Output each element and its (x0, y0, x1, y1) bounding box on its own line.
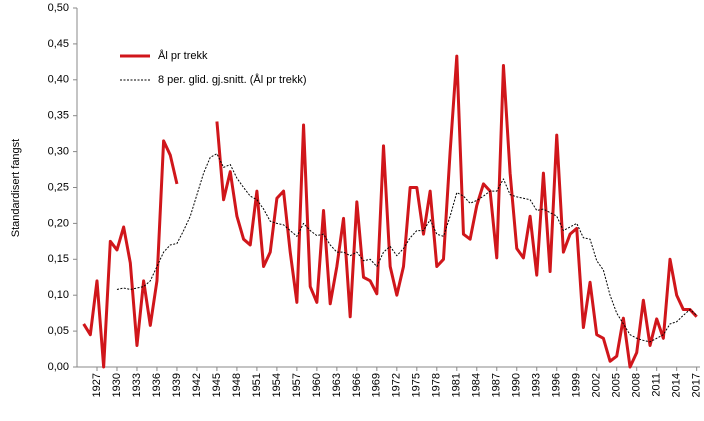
x-tick-label: 2011 (651, 373, 663, 397)
x-tick-label: 1927 (91, 373, 103, 397)
data-line (116, 153, 697, 343)
x-tick-label: 1981 (451, 373, 463, 397)
x-tick-label: 1936 (151, 373, 163, 397)
legend-label: 8 per. glid. gj.snitt. (Ål pr trekk) (158, 73, 307, 86)
y-tick-label: 0,00 (48, 361, 69, 373)
x-tick-label: 2017 (691, 373, 703, 397)
x-tick-label: 1996 (551, 373, 563, 397)
x-tick-label: 1978 (431, 373, 443, 397)
x-tick-label: 1942 (191, 373, 203, 397)
y-axis-label: Standardisert fangst (10, 139, 22, 237)
y-tick-label: 0,50 (48, 2, 69, 14)
x-tick-label: 1948 (231, 373, 243, 397)
x-tick-label: 1990 (511, 373, 523, 397)
y-tick-label: 0,35 (48, 110, 69, 122)
y-tick-label: 0,30 (48, 146, 69, 158)
x-tick-label: 1954 (271, 373, 283, 397)
y-tick-label: 0,05 (48, 325, 69, 337)
y-tick-label: 0,10 (48, 289, 69, 301)
x-tick-label: 2005 (611, 373, 623, 397)
x-tick-label: 1939 (171, 373, 183, 397)
x-tick-label: 1963 (331, 373, 343, 397)
x-tick-label: 1984 (471, 373, 483, 397)
x-tick-label: 1999 (571, 373, 583, 397)
y-tick-label: 0,25 (48, 181, 69, 193)
x-tick-label: 1945 (211, 373, 223, 397)
x-tick-label: 1960 (311, 373, 323, 397)
x-tick-label: 1966 (351, 373, 363, 397)
y-tick-label: 0,20 (48, 217, 69, 229)
x-tick-label: 1951 (251, 373, 263, 397)
data-line (82, 54, 698, 369)
x-tick-label: 2008 (631, 373, 643, 397)
x-tick-label: 1930 (111, 373, 123, 397)
x-tick-label: 2002 (591, 373, 603, 397)
y-tick-label: 0,45 (48, 38, 69, 50)
x-tick-label: 1933 (131, 373, 143, 397)
x-tick-label: 2014 (671, 373, 683, 397)
y-tick-label: 0,40 (48, 74, 69, 86)
x-tick-label: 1987 (491, 373, 503, 397)
x-tick-label: 1957 (291, 373, 303, 397)
x-tick-label: 1972 (391, 373, 403, 397)
y-tick-label: 0,15 (48, 253, 69, 265)
x-tick-label: 1975 (411, 373, 423, 397)
legend-label: Ål pr trekk (158, 49, 208, 62)
x-tick-label: 1993 (531, 373, 543, 397)
x-tick-label: 1969 (371, 373, 383, 397)
